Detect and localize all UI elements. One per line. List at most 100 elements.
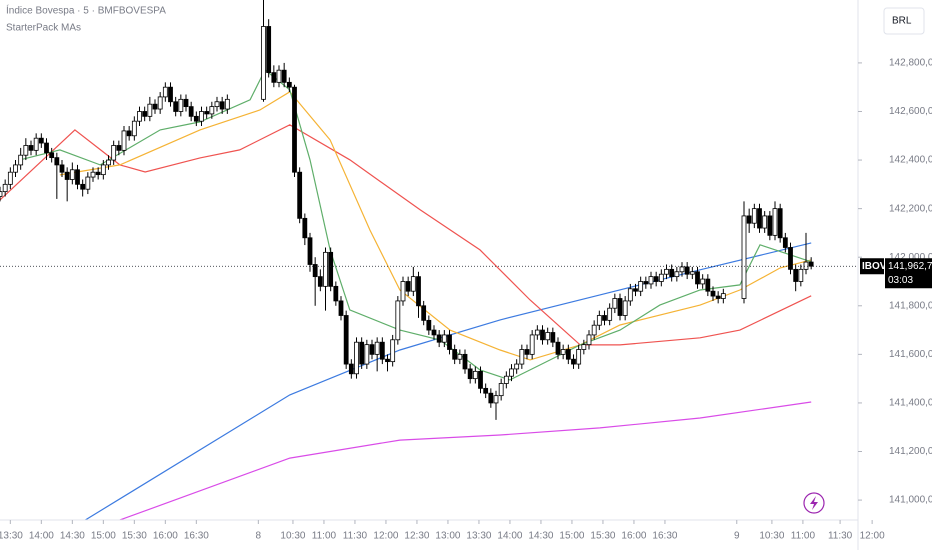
candle-body	[0, 191, 3, 197]
candle-body	[69, 169, 75, 180]
candle-body	[64, 171, 70, 180]
candle-body	[674, 271, 680, 278]
candle-body	[524, 349, 530, 355]
candle-body	[741, 215, 747, 299]
candle-body	[178, 98, 184, 112]
currency-box[interactable]	[883, 7, 925, 35]
x-tick-label: 12:30	[404, 531, 429, 542]
candle-body	[633, 288, 638, 292]
candle-body	[49, 152, 55, 159]
candle-body	[560, 349, 566, 355]
candle-body	[193, 115, 199, 122]
candle-body	[224, 98, 230, 110]
x-tick-label: 15:00	[559, 531, 584, 542]
x-tick-label: 12:00	[373, 531, 398, 542]
y-tick-label: 141,600,00	[889, 349, 932, 360]
candle-body	[772, 208, 778, 236]
candle-body	[173, 101, 179, 112]
candle-body	[421, 305, 427, 321]
candle-body	[7, 171, 13, 185]
candle-body	[359, 341, 365, 365]
candle-body	[612, 298, 618, 309]
candle-body	[720, 293, 726, 299]
x-tick-label: 16:00	[621, 531, 646, 542]
candle-body	[33, 137, 39, 151]
candle-body	[364, 344, 370, 365]
candle-body	[643, 281, 649, 285]
x-tick-label: 14:00	[497, 531, 522, 542]
candle-body	[467, 368, 473, 380]
candle-body	[390, 339, 396, 363]
y-tick-label: 142,400,00	[889, 155, 932, 166]
candle-body	[503, 375, 509, 384]
symbol-box	[860, 258, 884, 275]
candle-body	[509, 368, 514, 377]
candle-body	[13, 164, 18, 173]
lightning-icon[interactable]	[803, 492, 825, 514]
x-tick-label: 16:30	[652, 531, 677, 542]
candle-body	[323, 251, 328, 287]
candle-body	[214, 101, 220, 108]
candle-body	[462, 353, 468, 370]
candle-body	[152, 103, 158, 110]
x-tick-label: 8	[256, 531, 262, 542]
candle-body	[307, 237, 313, 265]
candle-body	[576, 349, 582, 365]
candle-body	[261, 26, 266, 100]
candle-body	[767, 215, 773, 236]
candle-body	[793, 268, 799, 282]
y-tick-label: 141,000,00	[889, 495, 932, 506]
candle-body	[638, 281, 644, 292]
y-tick-label: 141,800,00	[889, 300, 932, 311]
x-tick-label: 11:00	[791, 531, 816, 542]
candle-body	[286, 81, 292, 88]
candle-body	[565, 349, 571, 360]
candle-body	[168, 86, 173, 103]
candle-body	[85, 176, 91, 190]
candle-body	[209, 106, 215, 115]
candle-body	[483, 387, 489, 394]
candle-body	[266, 26, 272, 74]
last-price-box	[885, 258, 932, 289]
candle-body	[555, 341, 561, 355]
candle-body	[328, 251, 334, 287]
candle-body	[131, 120, 137, 137]
candle-body	[142, 111, 148, 117]
candle-body	[354, 341, 359, 375]
y-tick-label: 141,200,00	[889, 446, 932, 457]
moving-average	[84, 242, 812, 520]
candle-body	[679, 266, 685, 273]
candle-body	[746, 215, 752, 224]
candle-body	[59, 164, 65, 173]
candle-body	[545, 332, 551, 341]
candle-body	[297, 171, 303, 219]
candle-body	[586, 334, 592, 346]
candle-body	[44, 142, 49, 154]
candle-body	[271, 72, 277, 83]
candle-body	[715, 295, 721, 299]
candle-body	[441, 334, 447, 343]
x-tick-label: 14:30	[528, 531, 553, 542]
y-tick-label: 142,000,00	[889, 252, 932, 263]
x-tick-label: 15:30	[122, 531, 147, 542]
candle-body	[710, 290, 716, 297]
candle-body	[762, 215, 768, 229]
candle-body	[147, 103, 153, 117]
candle-body	[798, 268, 804, 282]
candle-body	[540, 329, 545, 341]
candle-body	[602, 315, 607, 321]
y-tick-label: 141,400,00	[889, 398, 932, 409]
candle-body	[426, 319, 432, 331]
candle-body	[333, 285, 339, 302]
x-tick-label: 10:30	[759, 531, 784, 542]
candle-body	[219, 101, 225, 110]
candle-body	[343, 315, 349, 365]
candle-body	[116, 145, 122, 151]
candle-body	[137, 111, 142, 122]
candle-body	[162, 86, 168, 98]
candle-body	[23, 145, 29, 156]
currency: BRL	[892, 16, 912, 27]
x-tick-label: 14:30	[60, 531, 85, 542]
candle-body	[648, 276, 654, 285]
